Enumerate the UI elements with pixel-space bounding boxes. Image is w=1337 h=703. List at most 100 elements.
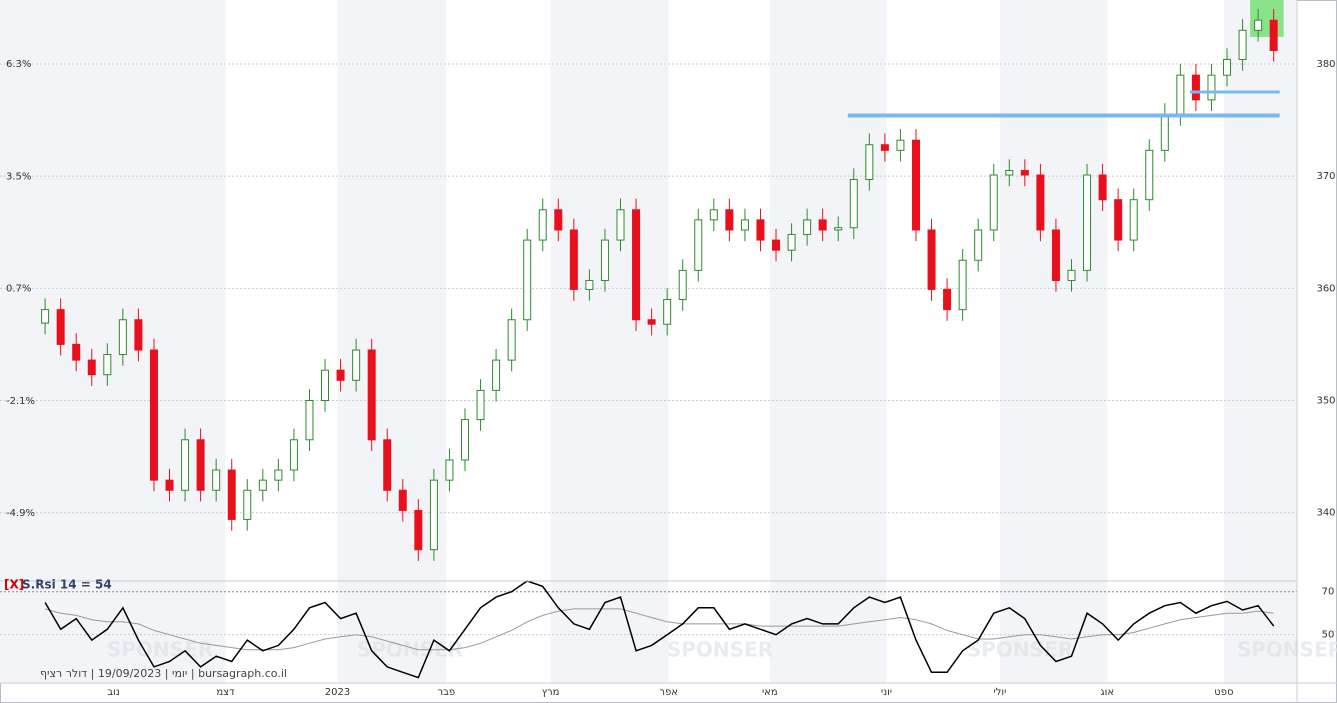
candle-body	[72, 343, 81, 361]
y-tick-label: 370	[1316, 171, 1335, 182]
candle-body	[134, 319, 143, 351]
candle-body	[1145, 149, 1154, 201]
axes: נוב דצמ 2023 פבר מרץ אפר מאי יוני יולי אוג ספט 380 3…	[6, 59, 1336, 698]
x-tick-label: מאי	[762, 687, 778, 698]
candle-body	[709, 209, 718, 221]
candle-body	[414, 509, 423, 551]
candle-body	[600, 239, 609, 281]
candle-body	[243, 489, 252, 520]
candle-body	[1254, 19, 1263, 31]
y2-tick-label: 0.7%	[6, 284, 31, 295]
x-tick-label: 2023	[325, 687, 350, 698]
candle-body	[445, 459, 454, 481]
candle-body	[772, 239, 781, 251]
grid	[0, 63, 1297, 636]
candle-body	[678, 269, 687, 301]
candle-body	[1083, 174, 1092, 271]
candle-body	[1160, 113, 1169, 151]
close-button[interactable]: [X]	[4, 578, 24, 592]
indicator-line	[44, 580, 1275, 679]
candle-body	[1020, 170, 1029, 176]
candle-body	[1191, 74, 1200, 101]
candle-body	[896, 139, 905, 151]
indicator-tick-label: 70	[1322, 587, 1335, 598]
candle-body	[740, 219, 749, 231]
indicator-title: S.Rsi 14 = 54	[22, 578, 112, 592]
candle-body	[663, 299, 672, 325]
candle-body	[1005, 170, 1014, 176]
candle-body	[227, 469, 236, 520]
month-band	[225, 0, 338, 683]
candle-body	[585, 279, 594, 290]
candle-body	[87, 359, 96, 376]
candle-body	[1129, 199, 1138, 241]
candle-body	[911, 139, 920, 231]
candle-body	[818, 219, 827, 231]
candle-body	[1176, 74, 1185, 115]
y2-tick-label: 6.3%	[6, 59, 31, 70]
candle-body	[694, 219, 703, 271]
candle-body	[196, 439, 205, 491]
candle-body	[1207, 74, 1216, 101]
y2-tick-label: -4.9%	[6, 508, 35, 519]
candle-body	[1238, 29, 1247, 60]
y-tick-label: 340	[1316, 508, 1335, 519]
candle-body	[321, 369, 330, 402]
candle-body	[1114, 199, 1123, 241]
candle-body	[305, 400, 314, 441]
candle-body	[398, 489, 407, 511]
candle-body	[507, 319, 516, 361]
candle-body	[352, 349, 361, 381]
highlight	[1250, 0, 1284, 37]
month-band	[446, 0, 551, 683]
candle-body	[41, 309, 50, 324]
candle-body	[56, 309, 65, 345]
candle-body	[429, 479, 438, 551]
candle-body	[989, 174, 998, 231]
candle-body	[1223, 58, 1232, 76]
candle-body	[647, 319, 656, 325]
watermark: SPONSER	[667, 638, 773, 662]
candle-body	[336, 369, 345, 381]
candle-body	[849, 178, 858, 229]
candle-body	[103, 354, 112, 376]
candle-body	[181, 439, 190, 491]
candle-body	[616, 209, 625, 241]
candle-body	[476, 389, 485, 421]
watermarks: SPONSER SPONSER SPONSER SPONSER SPONSER	[107, 638, 1337, 662]
month-band	[668, 0, 770, 683]
footer: יומי | 19/09/2023 | דולר רציף | bursagra…	[40, 667, 287, 680]
candle-body	[289, 439, 298, 471]
candle-body	[880, 144, 889, 151]
candle-body	[756, 219, 765, 241]
y-tick-label: 380	[1316, 59, 1335, 70]
x-tick-label: דצמ	[216, 687, 235, 698]
candle-body	[958, 259, 967, 311]
candle-body	[803, 219, 812, 235]
indicator-line	[44, 608, 1274, 651]
candle-body	[943, 288, 952, 311]
x-tick-label: יוני	[881, 687, 892, 698]
x-tick-label: יולי	[994, 687, 1007, 698]
candle-body	[274, 469, 283, 481]
candle-body	[569, 229, 578, 290]
candle-body	[1098, 174, 1107, 201]
candle-body	[538, 209, 547, 241]
y2-tick-label: 3.5%	[6, 171, 31, 182]
y-tick-label: 360	[1316, 283, 1335, 294]
candle-body	[258, 479, 267, 491]
candle-body	[1051, 229, 1060, 281]
candle-body	[974, 229, 983, 261]
candle-body	[927, 229, 936, 290]
candle-body	[554, 209, 563, 231]
watermark: SPONSER	[967, 638, 1073, 662]
x-tick-label: אפר	[659, 687, 678, 698]
candle-body	[149, 349, 158, 481]
candle-body	[492, 359, 501, 391]
candle-body	[212, 469, 221, 491]
x-tick-label: אוג	[1101, 687, 1115, 698]
x-tick-label: פבר	[437, 687, 455, 698]
candle-body	[460, 419, 469, 461]
watermark: SPONSER	[1237, 638, 1337, 662]
